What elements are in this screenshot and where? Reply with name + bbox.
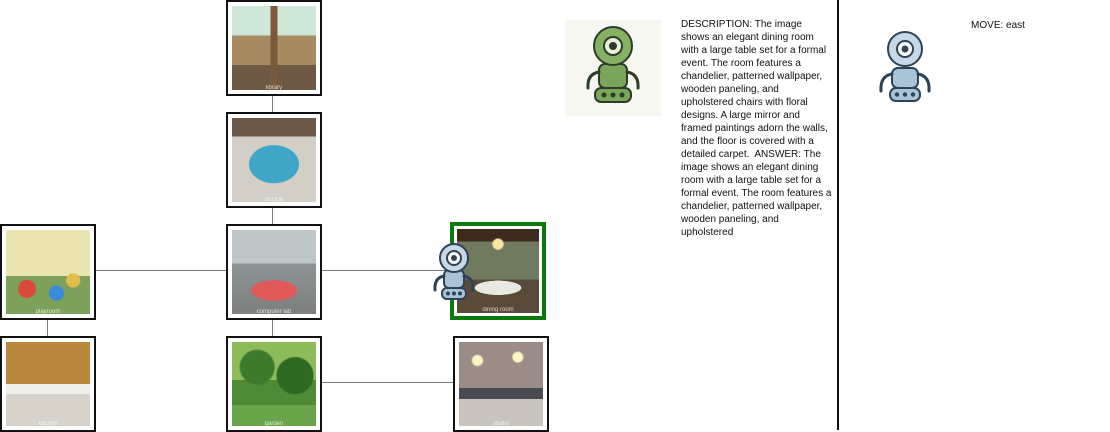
action-avatar [872,28,938,108]
room-photo [6,342,90,426]
assistant-avatar [565,20,661,116]
room-label: dining room [482,307,514,313]
map-edge [47,319,48,336]
room-label: studio [492,421,509,427]
robot-icon [433,243,475,300]
room-label: computer lab [256,309,292,315]
map-edge [319,270,450,271]
map-node-left[interactable]: playroom [0,224,96,320]
green-robot-icon [586,26,640,103]
room-label: kitchen [38,421,58,427]
map-edge [272,319,273,336]
room-photo [232,118,316,202]
room-photo [232,342,316,426]
agent-marker [424,240,484,306]
room-label: playroom [35,309,61,315]
map-node-upper[interactable]: hot tub [226,112,322,208]
room-photo [232,6,316,90]
move-action-text: MOVE: east [971,20,1025,31]
room-label: hot tub [264,197,284,203]
room-photo [232,230,316,314]
map-edge [319,382,453,383]
description-text: DESCRIPTION: The image shows an elegant … [681,19,832,238]
map-node-center[interactable]: computer lab [226,224,322,320]
map-edge [272,95,273,112]
map-node-top[interactable]: library [226,0,322,96]
room-label: library [265,85,283,91]
room-label: garden [264,421,284,427]
panel-divider [837,0,839,430]
room-photo [457,229,539,313]
robot-icon [879,31,931,102]
map-node-lower-left[interactable]: kitchen [0,336,96,432]
map-node-lower-right[interactable]: studio [453,336,549,432]
map-node-lower-center[interactable]: garden [226,336,322,432]
map-edge [272,207,273,224]
map-edge [95,270,226,271]
room-photo [6,230,90,314]
room-photo [459,342,543,426]
